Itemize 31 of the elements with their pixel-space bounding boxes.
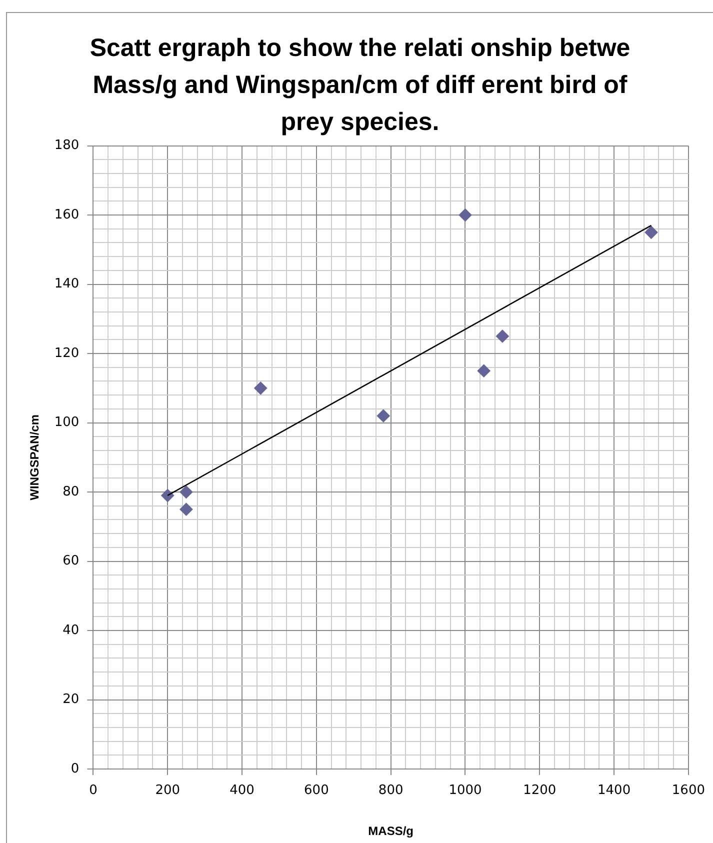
x-tick-label: 1200 — [523, 783, 556, 798]
y-tick-label: 140 — [54, 276, 80, 292]
x-tick-label: 0 — [89, 783, 98, 798]
point — [496, 330, 509, 343]
y-tick-label: 20 — [62, 692, 80, 708]
point — [477, 364, 490, 378]
point — [180, 486, 193, 499]
x-tick-label: 1600 — [672, 783, 706, 798]
point — [376, 409, 390, 422]
point — [644, 226, 658, 239]
x-axis-title: MASS/g — [368, 824, 414, 838]
point — [161, 488, 174, 502]
y-tick-label: 80 — [62, 484, 80, 500]
x-tick-label: 800 — [378, 783, 404, 798]
y-tick-label: 160 — [54, 207, 80, 222]
x-tick-label: 600 — [304, 783, 329, 798]
y-tick-label: 40 — [62, 622, 80, 638]
y-tick-label: 120 — [54, 346, 80, 361]
y-tick-label: 0 — [70, 761, 80, 776]
point — [458, 208, 472, 222]
x-tick-label: 400 — [230, 783, 254, 798]
y-tick-label: 180 — [54, 138, 80, 154]
y-tick-label: 100 — [54, 415, 80, 430]
x-tick-label: 1400 — [598, 783, 631, 798]
chart-title: Scatt ergraph to show the relati onship betwe Mass/g and Wingspan/cm of diff erent bird of prey species. — [88, 33, 632, 138]
point — [254, 382, 268, 395]
x-tick-label: 1000 — [448, 783, 482, 798]
x-tick-label: 200 — [155, 783, 180, 798]
point — [180, 502, 193, 516]
y-tick-label: 60 — [62, 554, 80, 569]
y-axis-title: WINGSPAN/cm — [28, 414, 42, 500]
